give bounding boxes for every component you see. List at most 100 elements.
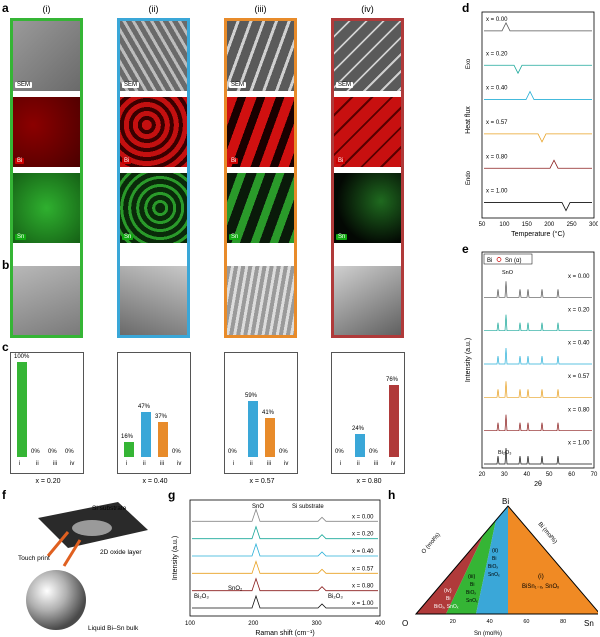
phase-bar-panel-2: 16% i 47% ii 37% iii 0% iv x = 0.40	[117, 352, 191, 485]
sem-tag: SEM	[336, 82, 354, 88]
bar-category-tick: ii	[143, 461, 146, 467]
xrd-series-label: x = 0.40	[568, 341, 590, 347]
dsc-series-label: x = 0.00	[486, 17, 508, 23]
dsc-x-tick: 200	[544, 222, 555, 228]
dsc-series-label: x = 0.40	[486, 86, 508, 92]
raman-series-line	[192, 560, 378, 574]
dsc-series-line	[484, 90, 592, 100]
sem-image-ii: SEM	[120, 21, 187, 91]
xrd-x-tick: 50	[546, 472, 553, 478]
liquid-metal-sphere	[26, 570, 86, 630]
xrd-series-label: x = 0.57	[568, 374, 590, 380]
bar-value-label: 0%	[369, 449, 378, 455]
panel-label-g: g	[168, 488, 176, 502]
sn-axis-tick: 40	[487, 619, 493, 625]
raman-bi2o3-label: Bi₂O₃	[194, 594, 209, 600]
bi-map-i: Bi	[13, 97, 80, 167]
bi-circle-icon	[496, 257, 502, 262]
raman-sno2-label: SnO₂	[228, 586, 243, 592]
sem-tag: SEM	[15, 82, 33, 88]
sem-image-iii: SEM	[227, 21, 294, 91]
sn-tag: Sn	[122, 234, 134, 240]
raman-series-line	[192, 508, 378, 522]
vertex-bi: Bi	[502, 497, 509, 506]
xrd-legend-sn: Sn (α)	[505, 258, 521, 264]
oxide-layer-label: 2D oxide layer	[100, 549, 142, 556]
sem-image-iv: SEM	[334, 21, 401, 91]
touch-print-schematic: Si substrate Touch print 2D oxide layer …	[18, 502, 148, 632]
xrd-x-tick: 60	[568, 472, 575, 478]
bar-value-label: 0%	[172, 449, 181, 455]
bi-map-iii: Bi	[227, 97, 294, 167]
bar-value-label: 76%	[386, 376, 399, 383]
bar-category-tick: ii	[36, 461, 39, 467]
bar-category-tick: iii	[267, 461, 271, 467]
sem-closeup-i	[13, 266, 80, 335]
bar-value-label: 0%	[65, 449, 74, 455]
dsc-series-label: x = 0.57	[486, 120, 508, 126]
phase-bar	[124, 441, 134, 457]
phase-bar-panel-3: 0% i 59% ii 41% iii 0% iv x = 0.57	[224, 352, 298, 485]
bar-value-label: 0%	[279, 449, 288, 455]
sem-closeup-iii	[227, 266, 294, 335]
panel-label-f: f	[2, 488, 6, 502]
bar-category-tick: i	[233, 461, 235, 467]
sn-tag: Sn	[336, 234, 348, 240]
dsc-ylabel: Heat flux	[465, 106, 472, 134]
bar-category-tick: ii	[357, 461, 360, 467]
bar-value-label: 59%	[245, 392, 258, 399]
panel-label-c: c	[2, 340, 9, 354]
dsc-x-tick: 150	[522, 222, 533, 228]
dsc-endo-label: Endo	[466, 170, 472, 185]
xrd-series-line	[484, 314, 592, 332]
bar-value-label: 0%	[31, 449, 40, 455]
raman-series-line	[192, 542, 378, 557]
dsc-series-line	[484, 159, 592, 169]
phase-bar	[355, 434, 365, 457]
region-iv-text2: BiOₓ, SnOₓ	[434, 604, 459, 610]
bar-value-label: 16%	[121, 433, 134, 440]
panel-label-d: d	[462, 1, 470, 15]
region-iii	[446, 520, 496, 614]
touch-print-label: Touch print	[18, 555, 50, 562]
bar-value-label: 47%	[138, 404, 151, 411]
phase-bar	[389, 384, 399, 457]
raman-frame	[189, 499, 381, 617]
sn-axis-tick: 80	[560, 619, 566, 625]
liquid-bulk-label: Liquid Bi–Sn bulk	[88, 625, 139, 632]
raman-series-label: x = 0.80	[352, 584, 374, 590]
bar-category-tick: i	[126, 461, 128, 467]
region-ii-text: Bi	[492, 556, 496, 562]
bar-value-label: 37%	[155, 413, 168, 420]
phase-bar-panel-1: 100% i 0% ii 0% iii 0% iv x = 0.20	[10, 352, 84, 485]
xrd-x-tick: 20	[479, 472, 486, 478]
sn-axis-tick: 20	[450, 619, 456, 625]
ternary-frame	[414, 505, 598, 615]
dsc-xlabel: Temperature (°C)	[511, 230, 565, 238]
bi-tag: Bi	[229, 158, 239, 164]
sem-tag: SEM	[229, 82, 247, 88]
xrd-series-line	[484, 414, 592, 432]
xrd-series-line	[484, 347, 592, 365]
touch-arrow-icon	[62, 539, 82, 567]
column-header-iv: (iv)	[361, 4, 374, 14]
raman-series-label: x = 0.20	[352, 532, 374, 538]
o-axis-label: O (mol%)	[421, 532, 442, 555]
bar-category-tick: iv	[70, 461, 75, 467]
bar-category-tick: iii	[160, 461, 164, 467]
raman-series-line	[192, 577, 378, 592]
oxide-layer-shape	[72, 520, 112, 536]
raman-chart: x = 0.00 x = 0.20 x = 0.40 x = 0.57 x = 0.80…	[172, 499, 386, 637]
bi-tag: Bi	[122, 158, 132, 164]
bar-value-label: 0%	[48, 449, 57, 455]
bar-panel-caption: x = 0.80	[356, 478, 382, 485]
region-ii-label: (ii)	[492, 548, 498, 554]
dsc-chart: x = 0.00 x = 0.20 x = 0.40 x = 0.57 x = 0.80…	[465, 11, 598, 238]
xrd-bi2o3-label: Bi₂O₃	[498, 450, 512, 456]
dsc-series-label: x = 0.20	[486, 51, 508, 57]
dsc-exo-label: Exo	[466, 58, 472, 69]
dsc-series-line	[484, 64, 592, 75]
raman-series-label: x = 0.57	[352, 566, 374, 572]
region-ii	[476, 506, 508, 614]
xrd-series-label: x = 1.00	[568, 441, 590, 447]
